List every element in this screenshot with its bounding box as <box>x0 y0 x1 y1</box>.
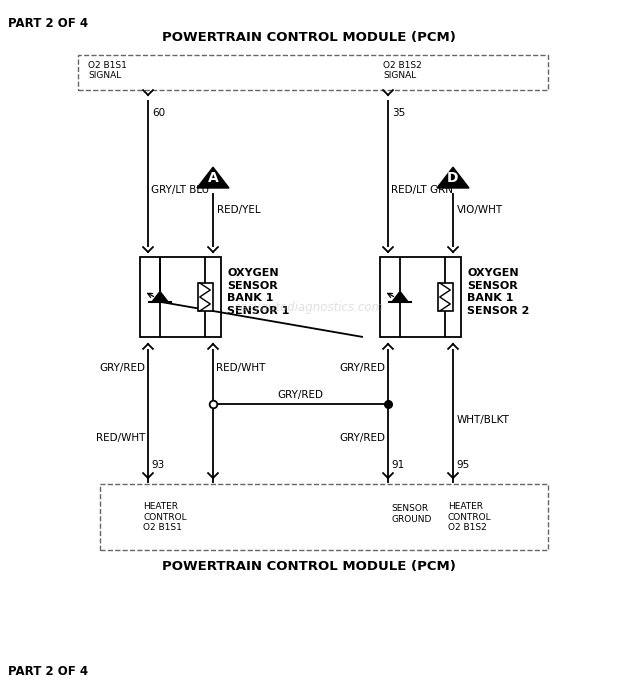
Text: HEATER
CONTROL
O2 B1S1: HEATER CONTROL O2 B1S1 <box>143 502 187 532</box>
Text: RED/LT GRN: RED/LT GRN <box>391 185 453 195</box>
Text: RED/WHT: RED/WHT <box>96 433 145 443</box>
Bar <box>78 55 548 90</box>
Text: O2 B1S1
SIGNAL: O2 B1S1 SIGNAL <box>88 61 127 80</box>
Text: POWERTRAIN CONTROL MODULE (PCM): POWERTRAIN CONTROL MODULE (PCM) <box>162 31 456 44</box>
Text: D: D <box>447 172 459 186</box>
Text: GRY/RED: GRY/RED <box>339 433 385 443</box>
Text: WHT/BLKT: WHT/BLKT <box>457 415 510 425</box>
Text: PART 2 OF 4: PART 2 OF 4 <box>8 17 88 30</box>
Polygon shape <box>152 291 168 302</box>
Text: 93: 93 <box>151 460 164 470</box>
Text: RED/YEL: RED/YEL <box>217 205 261 215</box>
Text: A: A <box>208 172 218 186</box>
Text: OXYGEN
SENSOR
BANK 1
SENSOR 2: OXYGEN SENSOR BANK 1 SENSOR 2 <box>467 268 530 316</box>
Text: HEATER
CONTROL
O2 B1S2: HEATER CONTROL O2 B1S2 <box>448 502 492 532</box>
Text: VIO/WHT: VIO/WHT <box>457 205 503 215</box>
Text: OXYGEN
SENSOR
BANK 1
SENSOR 1: OXYGEN SENSOR BANK 1 SENSOR 1 <box>227 268 289 316</box>
Bar <box>140 257 221 337</box>
Text: GRY/RED: GRY/RED <box>277 390 323 400</box>
Polygon shape <box>197 167 229 188</box>
Text: RED/WHT: RED/WHT <box>216 363 265 373</box>
Text: O2 B1S2
SIGNAL: O2 B1S2 SIGNAL <box>383 61 421 80</box>
Bar <box>380 257 461 337</box>
Bar <box>100 484 548 550</box>
Text: easyautodiagnostics.com: easyautodiagnostics.com <box>234 300 384 314</box>
Text: 60: 60 <box>152 108 165 118</box>
Text: 95: 95 <box>456 460 469 470</box>
Text: POWERTRAIN CONTROL MODULE (PCM): POWERTRAIN CONTROL MODULE (PCM) <box>162 560 456 573</box>
Text: GRY/LT BLU: GRY/LT BLU <box>151 185 209 195</box>
Bar <box>438 283 452 311</box>
Polygon shape <box>437 167 469 188</box>
Bar <box>198 283 213 311</box>
Text: SENSOR
GROUND: SENSOR GROUND <box>391 504 431 524</box>
Text: PART 2 OF 4: PART 2 OF 4 <box>8 665 88 678</box>
Text: 91: 91 <box>391 460 404 470</box>
Text: GRY/RED: GRY/RED <box>99 363 145 373</box>
Polygon shape <box>392 291 408 302</box>
Text: 35: 35 <box>392 108 405 118</box>
Text: GRY/RED: GRY/RED <box>339 363 385 373</box>
